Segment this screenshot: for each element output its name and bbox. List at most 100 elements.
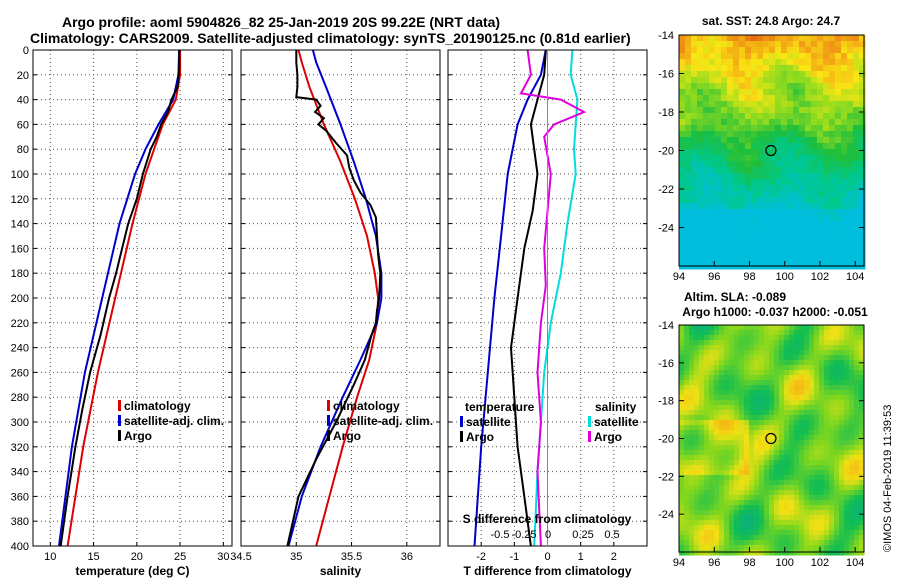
y-tick-label: 320 <box>11 442 29 454</box>
s-tick-label: 0 <box>545 529 551 541</box>
x-tick-label: 1 <box>578 551 584 563</box>
x-tick-label: 2 <box>611 551 617 563</box>
legend-swatch <box>118 415 121 426</box>
x-tick-label: 36 <box>401 551 413 563</box>
x-tick-label: 104 <box>846 271 864 283</box>
legend-swatch <box>327 415 330 426</box>
y-tick-label: -18 <box>658 396 674 408</box>
y-tick-label: 160 <box>11 243 29 255</box>
panel-difference: -2 -1 0 1 2T difference from climatology temp… <box>447 49 648 578</box>
legend-swatch <box>118 400 121 411</box>
legend-swatch <box>588 416 591 427</box>
s-tick-label: -0.25 <box>511 529 536 541</box>
x-tick-label: 30 <box>217 551 229 563</box>
y-tick-label: -14 <box>658 320 674 332</box>
x-tick-label: 34.5 <box>230 551 251 563</box>
legend-swatch <box>118 430 121 441</box>
s-tick-label: -0.5 <box>491 529 510 541</box>
y-tick-label: 80 <box>17 144 29 156</box>
y-tick-label: 100 <box>11 169 29 181</box>
y-tick-label: 0 <box>23 45 29 57</box>
legend-swatch <box>460 431 463 442</box>
legend-label: satellite-adj. clim. <box>333 414 433 428</box>
legend-label: satellite <box>466 415 511 429</box>
y-tick-label: -22 <box>658 184 674 196</box>
x-axis-label: temperature (deg C) <box>75 564 189 578</box>
map-frame <box>678 34 865 267</box>
figure-title-line1: Argo profile: aoml 5904826_82 25-Jan-201… <box>62 14 501 30</box>
panel-sla-map: -14 -16 -18 -20 -22 -24 94 96 98 100 102 104 <box>658 320 865 569</box>
y-tick-label: 40 <box>17 95 29 107</box>
x-tick-label: 0 <box>544 551 550 563</box>
legend-label: satellite-adj. clim. <box>124 414 224 428</box>
series-line-t-argo <box>509 49 547 547</box>
sla-map-subtitle: Argo h1000: -0.037 h2000: -0.051 <box>682 305 868 319</box>
legend-label: Argo <box>333 429 361 443</box>
legend-label: satellite <box>594 415 639 429</box>
series-line-t-satellite <box>473 49 547 547</box>
legend-swatch <box>588 431 591 442</box>
x-tick-label: 102 <box>811 557 829 569</box>
y-tick-label: 260 <box>11 367 29 379</box>
x-tick-label: 100 <box>776 557 794 569</box>
y-tick-label: 380 <box>11 516 29 528</box>
figure-title-line2: Climatology: CARS2009. Satellite-adjuste… <box>30 30 631 46</box>
y-tick-label: 360 <box>11 491 29 503</box>
x-tick-label: 96 <box>708 557 720 569</box>
y-tick-label: 180 <box>11 268 29 280</box>
map-cells <box>679 35 866 270</box>
y-tick-label: 280 <box>11 392 29 404</box>
x-tick-label: 35 <box>290 551 302 563</box>
y-tick-label: -18 <box>658 107 674 119</box>
y-tick-label: 20 <box>17 70 29 82</box>
x-tick-label: 35.5 <box>341 551 362 563</box>
y-tick-label: -24 <box>658 223 674 235</box>
legend-title-salinity: salinity <box>595 400 637 414</box>
map-frame <box>678 324 865 553</box>
top-axis-label: S difference from climatology <box>463 512 632 526</box>
legend-title-temperature: temperature <box>465 400 535 414</box>
legend-label: Argo <box>594 430 622 444</box>
x-tick-label: -2 <box>476 551 486 563</box>
y-tick-label: -16 <box>658 69 674 81</box>
panel-sst-map: -14 -16 -18 -20 -22 -24 94 96 98 100 102 104 <box>658 30 866 283</box>
y-tick-label: 400 <box>11 541 29 553</box>
x-tick-label: 15 <box>87 551 99 563</box>
y-tick-label: -14 <box>658 30 674 42</box>
x-tick-label: 94 <box>673 271 685 283</box>
legend-label: Argo <box>124 429 152 443</box>
map-cells <box>679 325 865 556</box>
y-tick-label: 340 <box>11 467 29 479</box>
y-tick-label: 240 <box>11 343 29 355</box>
x-tick-label: 102 <box>811 271 829 283</box>
legend-label: Argo <box>466 430 494 444</box>
series-line-s-argo <box>519 49 587 547</box>
x-tick-label: 10 <box>44 551 56 563</box>
legend-label: climatology <box>333 399 400 413</box>
y-tick-label: -24 <box>658 509 674 521</box>
y-tick-label: -20 <box>658 146 674 158</box>
series-line-argo <box>286 50 382 547</box>
s-tick-label: 0.5 <box>604 529 619 541</box>
panel-salinity: 34.5 35 35.5 36 salinity climatologysatellite… <box>230 49 441 578</box>
y-tick-label: 200 <box>11 293 29 305</box>
x-tick-label: 100 <box>776 271 794 283</box>
y-tick-label: -22 <box>658 471 674 483</box>
legend-swatch <box>460 416 463 427</box>
panel-temperature: 0 20 40 60 80 100 120 140 160 180 200 220 240 260 280 3… <box>11 45 233 578</box>
y-tick-label: -20 <box>658 434 674 446</box>
legend-swatch <box>327 430 330 441</box>
plot-area <box>33 50 232 546</box>
series-line-argo <box>59 50 181 547</box>
plot-frame <box>32 49 233 547</box>
plot-frame <box>240 49 441 547</box>
series-line-climatology <box>66 50 182 547</box>
x-tick-label: 98 <box>743 271 755 283</box>
x-tick-label: 25 <box>174 551 186 563</box>
y-tick-label: 60 <box>17 119 29 131</box>
x-tick-label: 94 <box>673 557 685 569</box>
x-tick-label: -1 <box>509 551 519 563</box>
credit-text: ©IMOS 04-Feb-2019 11:39:53 <box>882 404 894 552</box>
y-tick-label: 220 <box>11 318 29 330</box>
